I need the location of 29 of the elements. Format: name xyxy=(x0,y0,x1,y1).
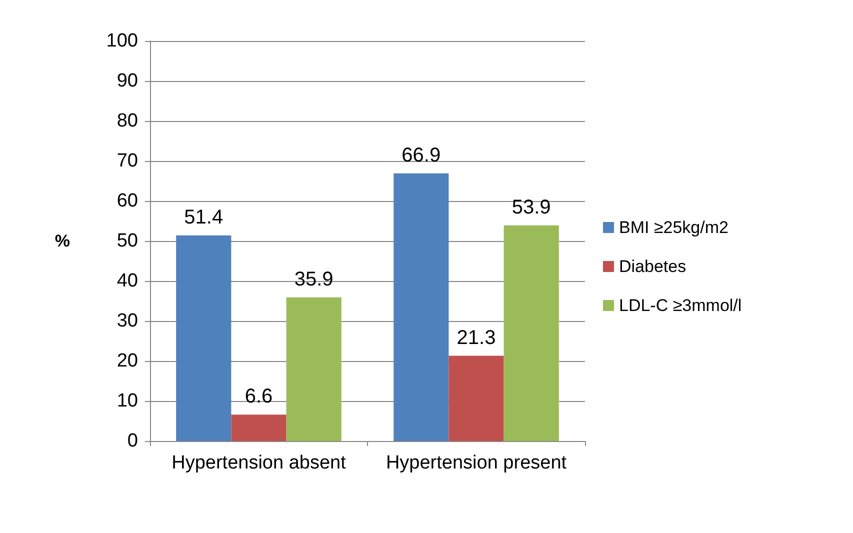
y-tick-label: 10 xyxy=(116,390,138,412)
data-label: 53.9 xyxy=(512,196,551,218)
data-label: 35.9 xyxy=(294,268,334,290)
y-tick-label: 30 xyxy=(116,310,138,332)
legend-label: BMI ≥25kg/m2 xyxy=(619,218,728,237)
data-label: 21.3 xyxy=(456,326,496,349)
y-tick-label: 60 xyxy=(116,190,138,212)
y-tick-label: 50 xyxy=(116,230,138,252)
data-label: 51.4 xyxy=(184,206,224,228)
bar xyxy=(286,297,342,441)
x-tick-label: Hypertension present xyxy=(386,452,568,474)
y-tick-label: 90 xyxy=(116,70,138,92)
y-tick-label: 70 xyxy=(116,150,138,172)
bar xyxy=(231,414,286,441)
y-axis-title: % xyxy=(54,232,70,250)
y-tick-label: 100 xyxy=(106,30,138,52)
y-tick-label: 80 xyxy=(116,110,138,132)
bar xyxy=(448,356,504,441)
y-tick-label: 0 xyxy=(127,430,138,452)
data-label: 66.9 xyxy=(402,144,441,166)
data-label: 6.6 xyxy=(244,386,273,408)
y-tick-label: 20 xyxy=(116,350,138,372)
y-tick-label: 40 xyxy=(116,270,138,292)
bar xyxy=(394,173,449,441)
bar xyxy=(176,235,232,441)
legend-label: LDL-C ≥3mmol/l xyxy=(619,296,742,315)
legend-label: Diabetes xyxy=(619,257,686,276)
bar xyxy=(504,225,559,441)
x-tick-label: Hypertension absent xyxy=(172,452,347,474)
